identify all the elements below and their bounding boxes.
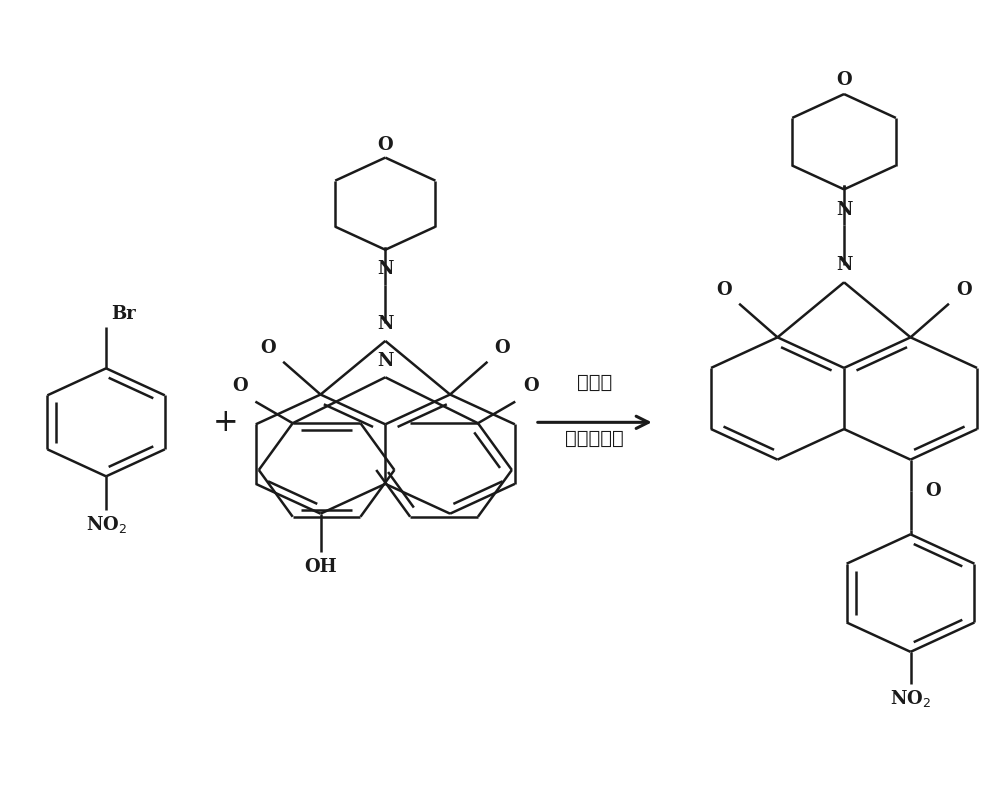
Text: N: N <box>836 257 852 274</box>
Text: 乙腼，回流: 乙腼，回流 <box>565 429 624 448</box>
Text: O: O <box>261 339 276 357</box>
Text: N: N <box>377 315 394 333</box>
Text: O: O <box>494 339 510 357</box>
Text: NO$_2$: NO$_2$ <box>86 513 127 535</box>
Text: N: N <box>377 260 394 278</box>
Text: O: O <box>717 281 732 299</box>
Text: O: O <box>232 377 247 395</box>
Text: 碳酸钒: 碳酸钒 <box>577 373 612 392</box>
Text: O: O <box>523 377 539 395</box>
Text: NO$_2$: NO$_2$ <box>890 688 931 709</box>
Text: Br: Br <box>111 305 136 323</box>
Text: O: O <box>836 71 852 89</box>
Text: OH: OH <box>304 558 337 576</box>
Text: O: O <box>956 281 972 299</box>
Text: N: N <box>836 201 852 218</box>
Text: +: + <box>213 406 239 438</box>
Text: O: O <box>378 135 393 154</box>
Text: O: O <box>925 482 941 501</box>
Text: N: N <box>377 352 394 370</box>
